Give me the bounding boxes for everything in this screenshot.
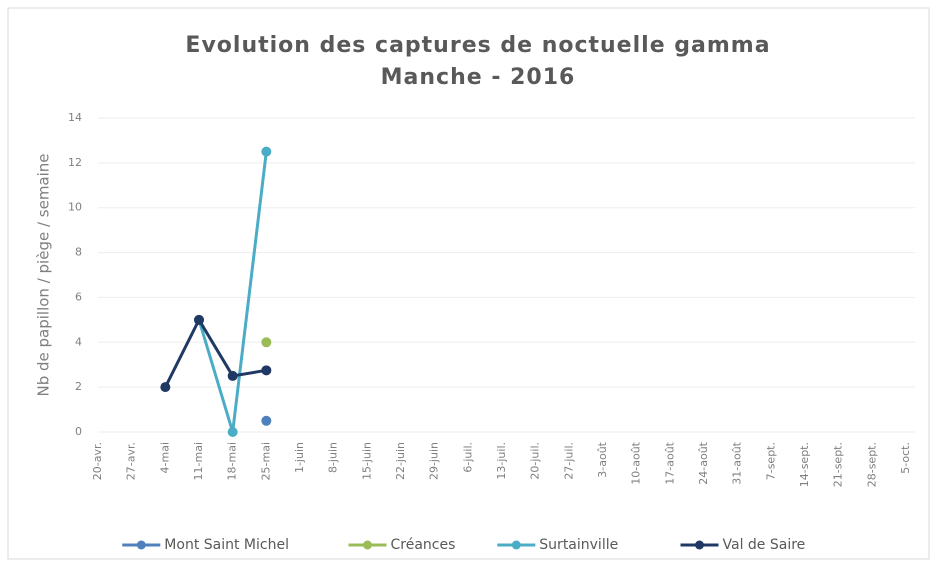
x-tick-label: 22-juin: [394, 442, 407, 480]
data-point: [160, 382, 171, 393]
x-tick-label: 25-mai: [259, 442, 272, 480]
legend-marker: [136, 540, 146, 550]
x-tick-label: 27-juil.: [562, 442, 575, 480]
x-tick-label: 14-sept.: [798, 442, 811, 487]
chart-frame: [7, 7, 930, 560]
x-tick-label: 13-juil.: [495, 442, 508, 480]
y-tick-label: 0: [75, 425, 82, 438]
data-point: [227, 427, 238, 437]
x-tick-label: 17-août: [663, 441, 676, 484]
y-axis-label: Nb de papillon / piège / semaine: [35, 153, 53, 396]
data-point: [261, 337, 272, 348]
x-tick-label: 15-juin: [360, 442, 373, 480]
x-tick-label: 7-sept.: [764, 442, 777, 480]
y-tick-label: 2: [75, 380, 82, 393]
data-point: [227, 370, 238, 381]
x-tick-label: 5-oct.: [899, 442, 912, 474]
data-point: [194, 314, 204, 325]
x-tick-label: 24-août: [697, 441, 710, 484]
x-tick-label: 20-juil.: [529, 442, 542, 480]
y-tick-label: 6: [75, 290, 82, 303]
legend-label: Surtainville: [539, 537, 618, 553]
y-tick-label: 10: [68, 201, 82, 214]
x-tick-label: 31-août: [731, 441, 744, 484]
x-tick-label: 28-sept.: [865, 442, 878, 487]
x-tick-label: 8-juin: [327, 442, 340, 473]
legend-marker: [511, 540, 521, 550]
x-tick-label: 11-mai: [192, 442, 205, 480]
legend-label: Créances: [391, 537, 456, 553]
x-tick-label: 20-avr.: [91, 442, 104, 480]
x-tick-label: 1-juin: [293, 442, 306, 473]
legend-marker: [363, 540, 372, 550]
data-point: [261, 146, 272, 157]
legend-label: Mont Saint Michel: [164, 537, 289, 553]
x-tick-label: 29-juin: [428, 442, 441, 480]
chart-subtitle: Manche - 2016: [381, 65, 576, 90]
data-point: [261, 365, 272, 376]
y-tick-label: 8: [75, 246, 82, 259]
data-point: [261, 415, 272, 426]
legend-label: Val de Saire: [723, 537, 806, 553]
y-tick-label: 12: [68, 156, 82, 169]
y-tick-label: 14: [68, 111, 82, 124]
chart-title: Evolution des captures de noctuelle gamm…: [185, 33, 770, 58]
x-tick-label: 6-juil.: [461, 442, 474, 473]
legend-marker: [695, 540, 704, 550]
x-tick-label: 21-sept.: [832, 442, 845, 487]
x-tick-label: 4-mai: [158, 442, 171, 473]
x-tick-label: 18-mai: [226, 442, 239, 480]
x-tick-label: 10-août: [630, 441, 643, 484]
series-line: [163, 316, 267, 388]
x-tick-label: 27-avr.: [125, 442, 138, 480]
x-tick-label: 3-août: [596, 441, 609, 477]
y-tick-label: 4: [75, 335, 82, 348]
